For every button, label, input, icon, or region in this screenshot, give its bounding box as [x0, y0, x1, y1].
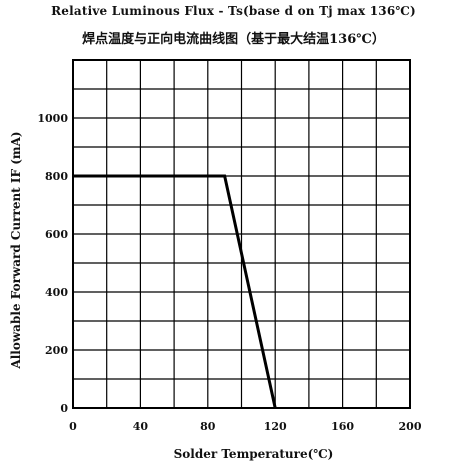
x-tick-labels: 0 40 80 120 160 200 — [69, 420, 422, 433]
y-tick-label: 800 — [45, 170, 68, 183]
chart-subtitle: 焊点温度与正向电流曲线图（基于最大结温136℃） — [82, 32, 385, 47]
y-tick-label: 600 — [45, 228, 68, 241]
x-tick-label: 200 — [399, 420, 422, 433]
x-tick-label: 80 — [200, 420, 216, 433]
chart-title: Relative Luminous Flux - Ts(base d on Tj… — [51, 4, 416, 18]
y-tick-label: 200 — [45, 344, 68, 357]
y-tick-labels: 0 200 400 600 800 1000 — [37, 112, 68, 415]
x-tick-label: 160 — [331, 420, 354, 433]
series-layer — [72, 174, 277, 409]
x-tick-label: 40 — [133, 420, 149, 433]
y-tick-label: 0 — [60, 402, 68, 415]
x-tick-label: 0 — [69, 420, 77, 433]
x-tick-label: 120 — [264, 420, 287, 433]
y-axis-label: Allowable Forward Current IF (mA) — [9, 131, 23, 369]
plot-frame — [72, 59, 411, 409]
y-tick-label: 400 — [45, 286, 68, 299]
grid — [72, 59, 411, 409]
x-axis-label: Solder Temperature(℃) — [174, 447, 334, 461]
y-tick-label: 1000 — [37, 112, 68, 125]
